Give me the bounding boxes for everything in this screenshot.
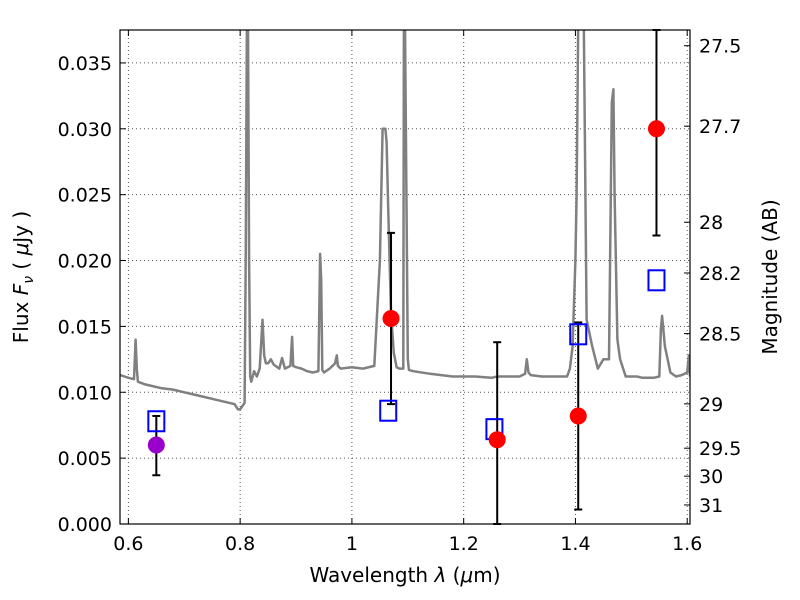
plot-frame <box>119 29 691 525</box>
spectrum-series <box>120 30 690 411</box>
special-point <box>147 436 165 454</box>
y-tick-label: 0.030 <box>58 119 112 141</box>
observed-point <box>382 309 400 327</box>
observed-point <box>488 431 506 449</box>
y2-tick-label: 28.5 <box>699 324 741 346</box>
y2-tick-label: 28.2 <box>699 263 741 285</box>
x-tick-label: 1.2 <box>449 533 479 555</box>
x-tick-label: 0.6 <box>113 533 143 555</box>
y-tick-label: 0.010 <box>58 382 112 404</box>
observed-point <box>647 120 665 138</box>
y2-tick-label: 27.5 <box>699 36 741 58</box>
y-tick-label: 0.025 <box>58 185 112 207</box>
y-tick-label: 0.020 <box>58 251 112 273</box>
model-point <box>379 399 398 422</box>
tick-labels: 0.6 0.8 1 1.2 1.4 1.6 0.000 0.005 0.010 0.015 0.02… <box>58 36 742 555</box>
observed-point <box>569 407 587 425</box>
y2-tick-label: 28 <box>699 212 723 234</box>
x-axis-title: Wavelength λ (μm) <box>309 563 500 587</box>
x-tick-label: 1 <box>346 533 358 555</box>
model-point <box>147 410 166 433</box>
model-point <box>569 323 588 346</box>
y2-axis-title: Magnitude (AB) <box>758 199 782 354</box>
x-tick-label: 1.4 <box>560 533 590 555</box>
y2-tick-label: 27.7 <box>699 116 741 138</box>
y2-tick-label: 29.5 <box>699 438 741 460</box>
y-tick-label: 0.005 <box>58 448 112 470</box>
y-tick-label: 0.035 <box>58 53 112 75</box>
y-axis-title: Flux Fν ( μJy ) <box>9 211 37 343</box>
y-tick-label: 0.015 <box>58 316 112 338</box>
x-tick-label: 1.6 <box>672 533 702 555</box>
y2-tick-label: 31 <box>699 495 723 517</box>
model-point <box>647 269 666 292</box>
y2-tick-label: 30 <box>699 466 723 488</box>
y2-tick-label: 29 <box>699 394 723 416</box>
y-tick-label: 0.000 <box>58 514 112 536</box>
x-tick-label: 0.8 <box>225 533 255 555</box>
spectrum-line <box>120 30 690 411</box>
axis-ticks <box>120 30 690 525</box>
data-points <box>147 120 666 454</box>
